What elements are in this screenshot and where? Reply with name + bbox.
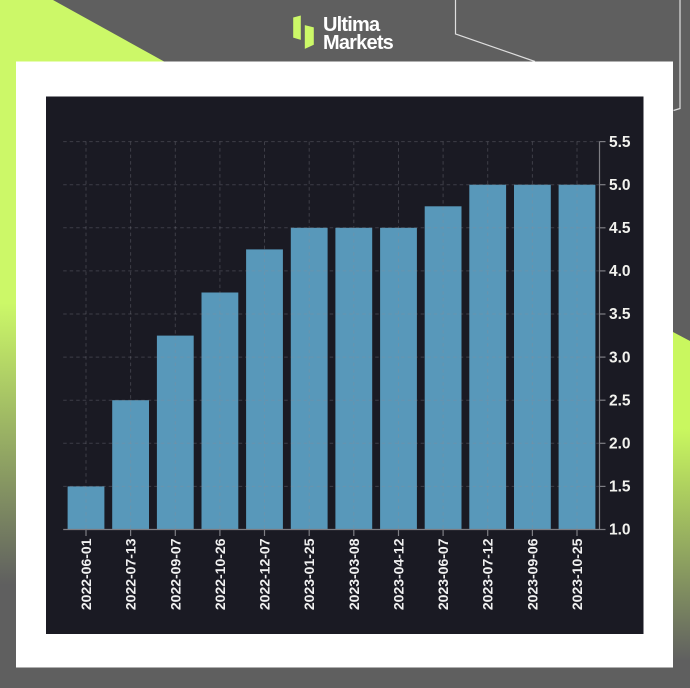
svg-text:2022-09-07: 2022-09-07 — [167, 538, 183, 610]
svg-text:4.5: 4.5 — [609, 220, 631, 237]
svg-text:2.5: 2.5 — [609, 392, 631, 409]
svg-text:1.5: 1.5 — [609, 479, 631, 496]
svg-text:2023-04-12: 2023-04-12 — [391, 538, 407, 610]
svg-text:5.0: 5.0 — [609, 177, 631, 194]
svg-text:2022-07-13: 2022-07-13 — [123, 538, 139, 610]
svg-text:2023-01-25: 2023-01-25 — [301, 538, 317, 610]
svg-text:2023-07-12: 2023-07-12 — [480, 538, 496, 610]
svg-text:2023-03-08: 2023-03-08 — [346, 538, 362, 610]
svg-text:2.0: 2.0 — [609, 436, 631, 453]
svg-text:Markets: Markets — [323, 32, 394, 54]
svg-text:2022-06-01: 2022-06-01 — [78, 538, 94, 610]
svg-text:2022-10-26: 2022-10-26 — [212, 538, 228, 610]
svg-text:2023-06-07: 2023-06-07 — [435, 538, 451, 610]
svg-text:3.5: 3.5 — [609, 306, 631, 323]
svg-text:2023-10-25: 2023-10-25 — [569, 538, 585, 610]
svg-text:5.5: 5.5 — [609, 134, 631, 151]
svg-text:2022-12-07: 2022-12-07 — [257, 538, 273, 610]
svg-text:2023-09-06: 2023-09-06 — [524, 538, 540, 610]
svg-text:4.0: 4.0 — [609, 263, 631, 280]
svg-text:3.0: 3.0 — [609, 349, 631, 366]
svg-text:1.0: 1.0 — [609, 522, 631, 539]
svg-text:Ultima: Ultima — [323, 14, 381, 36]
